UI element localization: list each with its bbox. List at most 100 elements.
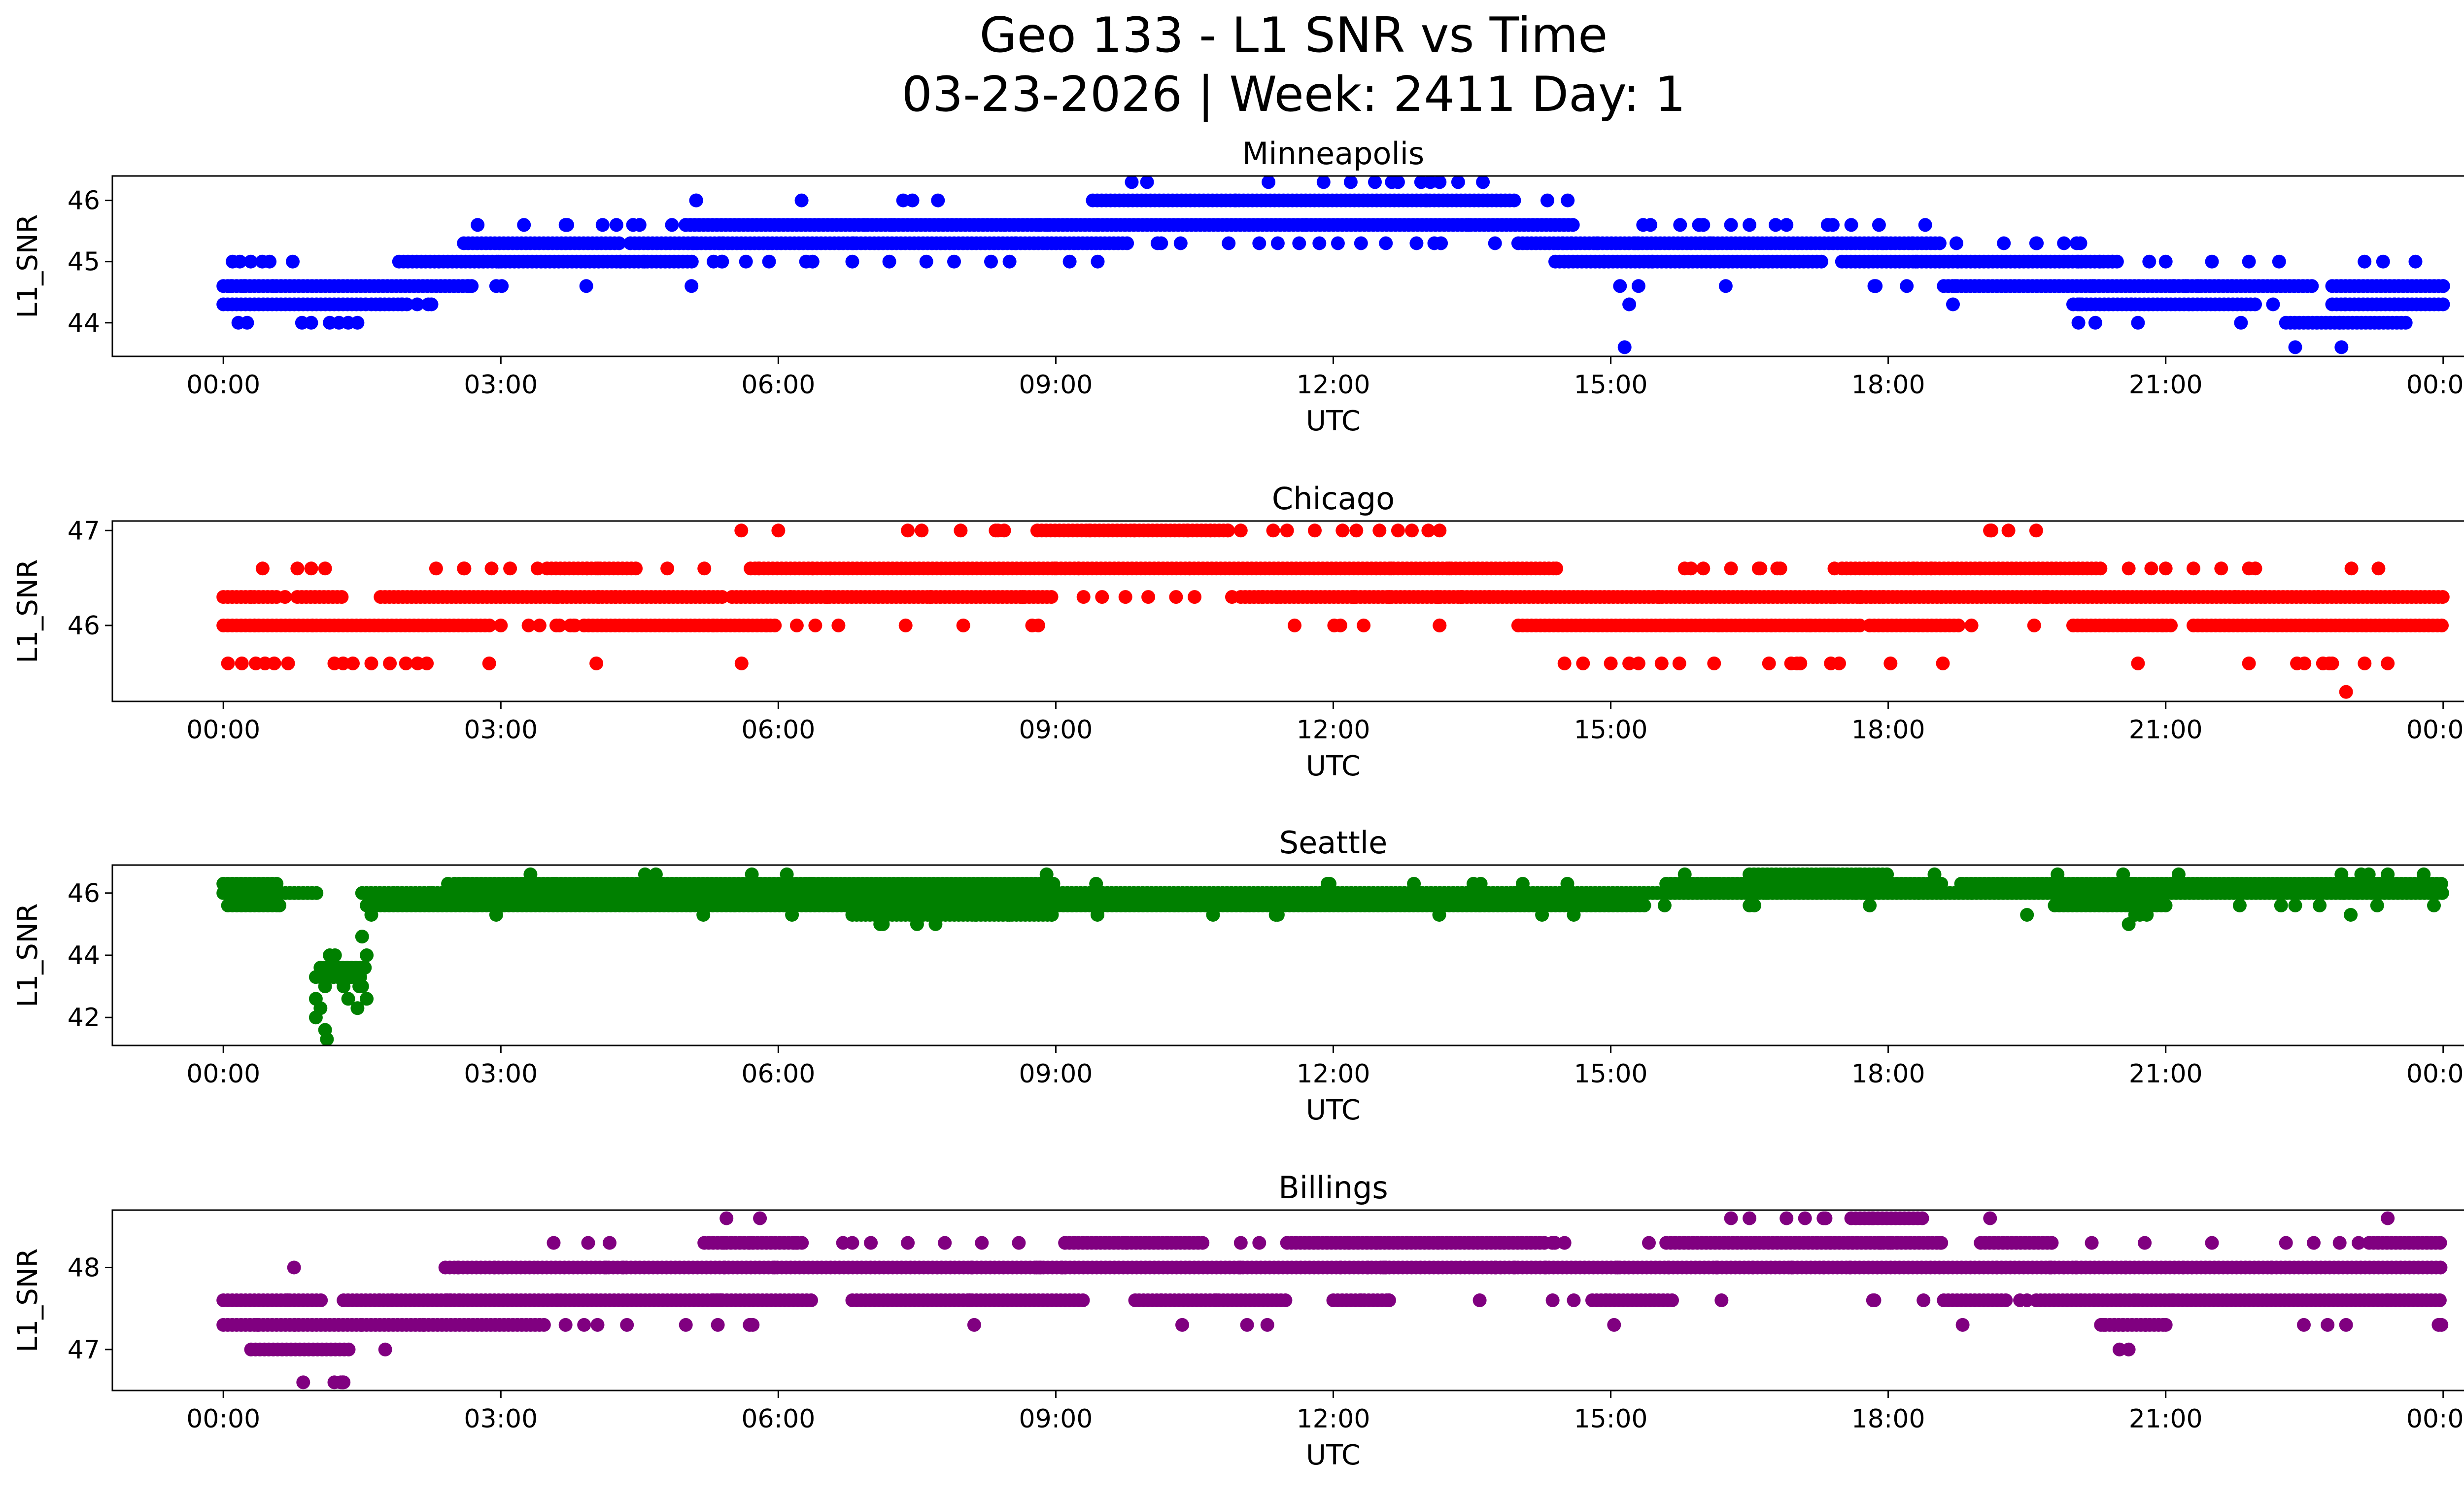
data-point xyxy=(1672,656,1686,670)
data-point xyxy=(684,279,699,293)
data-point xyxy=(884,886,898,900)
data-point xyxy=(804,1293,818,1307)
data-point xyxy=(1535,908,1549,922)
data-point xyxy=(2187,561,2200,576)
data-point xyxy=(309,886,324,900)
data-point xyxy=(2339,685,2353,699)
data-point xyxy=(968,908,982,922)
data-point xyxy=(2105,254,2120,269)
x-axis-label: UTC xyxy=(1306,750,1361,782)
data-point xyxy=(568,618,582,632)
data-point xyxy=(1405,523,1419,538)
data-point xyxy=(2358,254,2372,269)
data-point xyxy=(248,618,262,632)
data-point xyxy=(1196,1236,1210,1250)
data-point xyxy=(2297,656,2312,670)
data-point xyxy=(558,218,573,232)
data-point xyxy=(1983,523,1997,538)
data-point xyxy=(278,590,292,604)
data-point xyxy=(1814,254,1828,269)
x-axis-label: UTC xyxy=(1306,405,1361,437)
data-point xyxy=(1167,899,1182,912)
data-point xyxy=(234,899,248,912)
data-point xyxy=(1292,236,1306,250)
data-point xyxy=(1433,176,1447,189)
data-point xyxy=(561,886,575,900)
data-point xyxy=(1076,1293,1090,1307)
data-point xyxy=(1707,656,1721,670)
data-point xyxy=(901,523,915,538)
data-point xyxy=(1266,523,1280,538)
data-point xyxy=(1637,899,1651,912)
data-point xyxy=(1751,561,1766,576)
data-point xyxy=(337,979,351,994)
data-point xyxy=(318,561,332,576)
data-point xyxy=(2242,254,2256,269)
data-point xyxy=(457,561,471,576)
data-point xyxy=(846,236,860,250)
data-point xyxy=(491,254,506,269)
data-point xyxy=(1354,236,1368,250)
data-point xyxy=(2039,590,2053,604)
data-point xyxy=(1091,218,1105,232)
data-point xyxy=(785,908,799,922)
data-point xyxy=(2358,656,2372,670)
data-point xyxy=(1905,236,1919,250)
data-point xyxy=(1927,867,1942,881)
data-point xyxy=(591,561,605,576)
data-point xyxy=(595,218,610,232)
data-point xyxy=(2093,561,2108,576)
data-point xyxy=(2359,618,2373,632)
data-point xyxy=(1617,340,1632,354)
data-point xyxy=(335,590,349,604)
y-tick-label: 46 xyxy=(68,879,100,908)
data-point xyxy=(696,908,711,922)
data-point xyxy=(1288,618,1301,632)
data-point xyxy=(745,867,759,881)
data-point xyxy=(959,886,974,900)
data-point xyxy=(1221,523,1235,538)
data-point xyxy=(1724,561,1738,576)
data-point xyxy=(467,899,481,912)
data-point xyxy=(2122,917,2136,931)
data-point xyxy=(1907,561,1921,576)
data-point xyxy=(1631,279,1645,293)
data-point xyxy=(1431,590,1445,604)
data-point xyxy=(2370,899,2384,912)
data-point xyxy=(2121,886,2135,900)
data-point xyxy=(2205,254,2219,269)
x-tick-label: 00:00 xyxy=(2406,370,2464,400)
data-point xyxy=(1707,876,1721,891)
data-point xyxy=(2288,340,2302,354)
data-point xyxy=(2158,561,2173,576)
data-point xyxy=(346,656,360,670)
data-point xyxy=(1002,254,1017,269)
x-tick-label: 15:00 xyxy=(1574,370,1648,400)
data-point xyxy=(1076,590,1091,604)
data-point xyxy=(2436,279,2450,293)
data-point xyxy=(358,961,372,975)
data-point xyxy=(489,908,503,922)
data-point xyxy=(2387,590,2401,604)
data-point xyxy=(808,618,822,632)
data-point xyxy=(243,254,258,269)
data-point xyxy=(1280,523,1294,538)
data-point xyxy=(2325,656,2339,670)
data-point xyxy=(1876,236,1890,250)
data-point xyxy=(1349,523,1364,538)
data-point xyxy=(1031,618,1045,632)
data-point xyxy=(1270,236,1285,250)
data-point xyxy=(1270,908,1285,922)
data-point xyxy=(1118,590,1132,604)
data-point xyxy=(1841,590,1855,604)
data-point xyxy=(804,876,819,891)
data-point xyxy=(350,1001,365,1015)
data-point xyxy=(1762,656,1776,670)
data-point xyxy=(2214,561,2228,576)
data-point xyxy=(523,867,538,881)
data-point xyxy=(2051,867,2065,881)
x-axis-label: UTC xyxy=(1306,1094,1361,1126)
data-point xyxy=(532,618,547,632)
data-point xyxy=(318,979,332,994)
